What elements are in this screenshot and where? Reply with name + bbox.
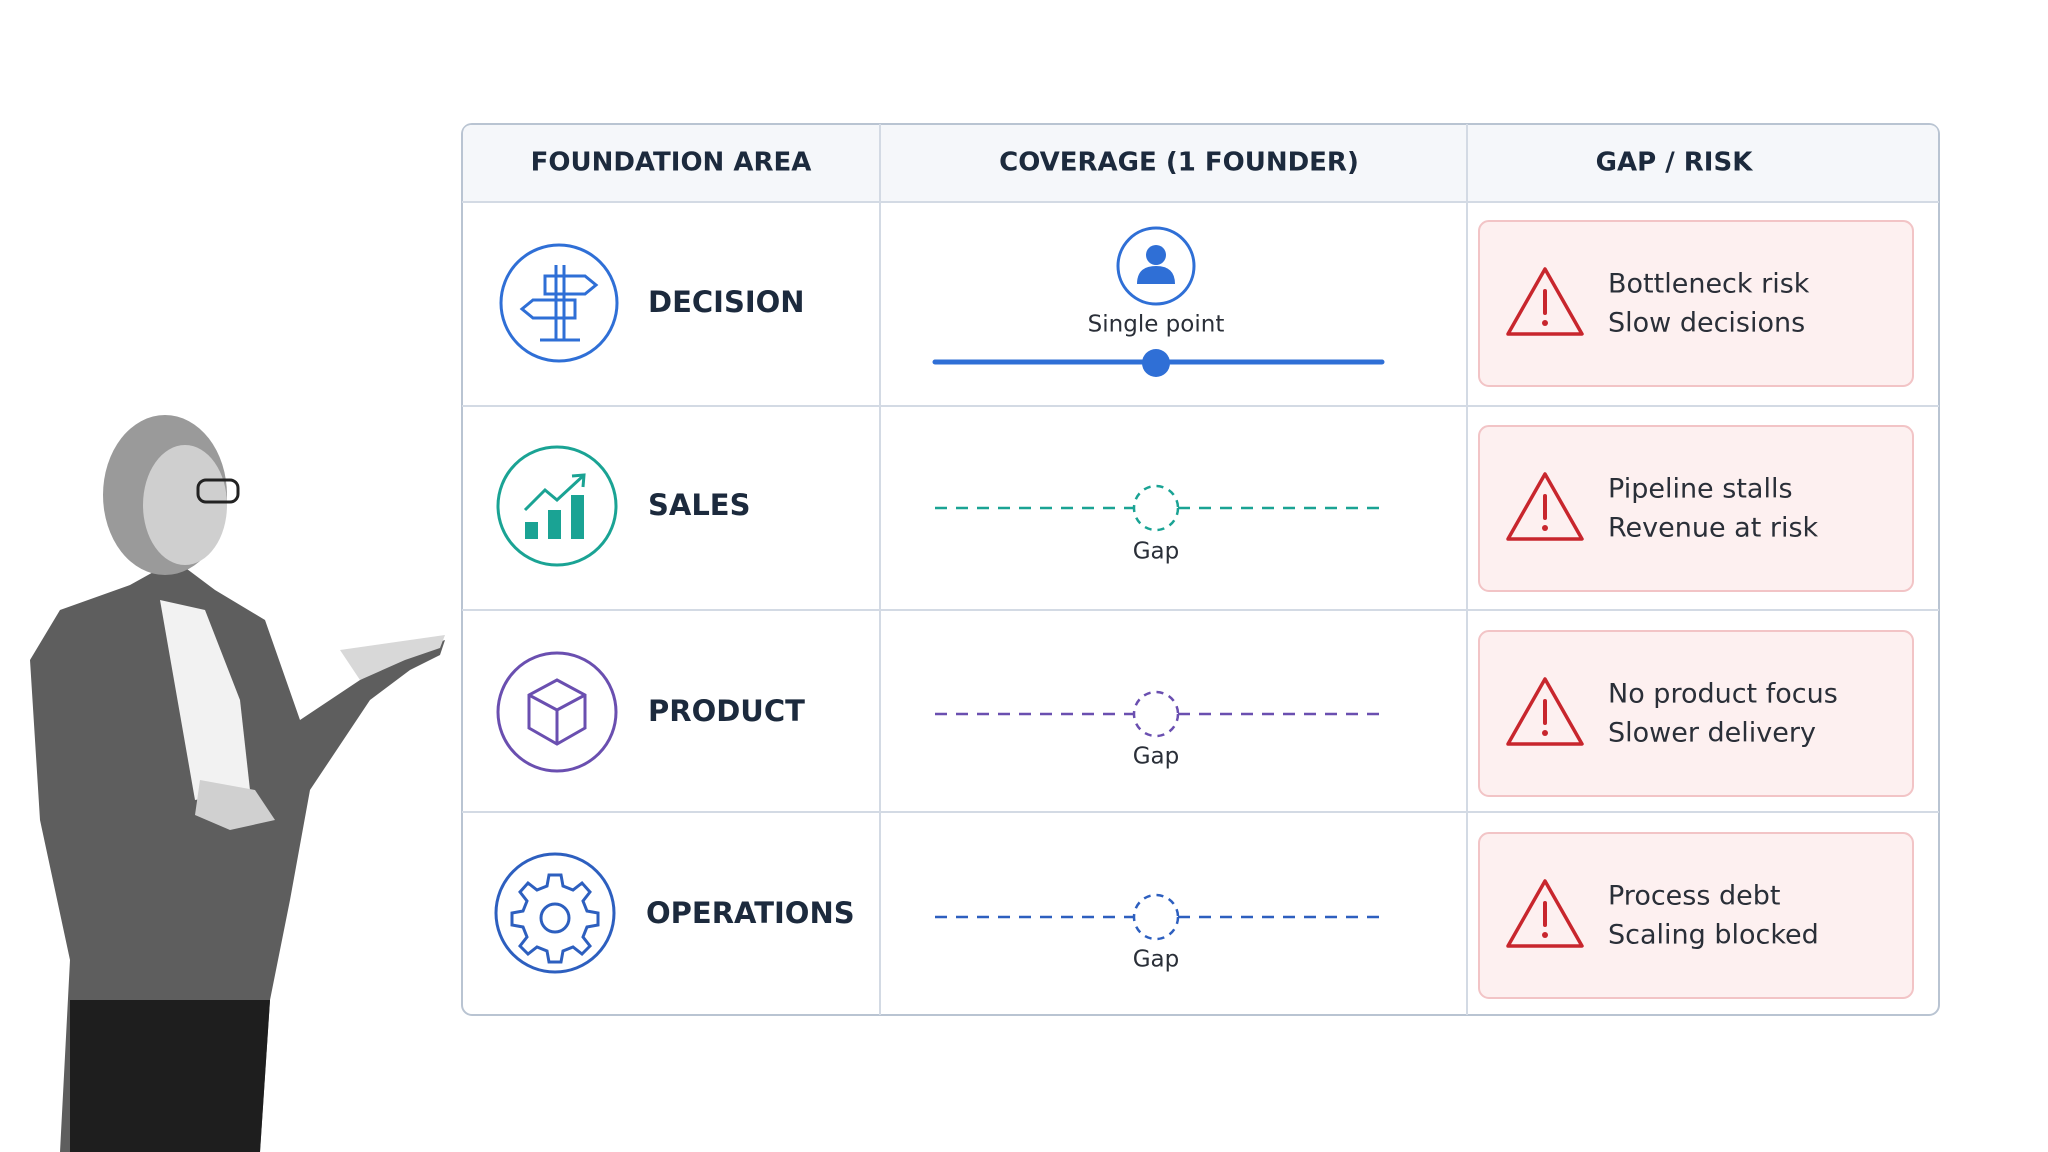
area-label: SALES (648, 488, 751, 522)
risk-card (1478, 832, 1914, 999)
column-header: FOUNDATION AREA (531, 148, 812, 178)
area-label: PRODUCT (648, 694, 805, 728)
sales-icon (496, 445, 618, 567)
warning-icon (1542, 320, 1548, 326)
column-header: COVERAGE (1 FOUNDER) (999, 148, 1359, 178)
coverage-label: Single point (1088, 312, 1225, 338)
column-header: GAP / RISK (1596, 148, 1754, 178)
coverage-label: Gap (1133, 947, 1180, 973)
single-point (932, 226, 1385, 377)
coverage-label: Gap (1133, 744, 1180, 770)
area-label: DECISION (648, 285, 805, 319)
risk-text: Slow decisions (1608, 308, 1805, 339)
risk-card (1478, 630, 1914, 797)
risk-text: Pipeline stalls (1608, 474, 1793, 505)
risk-text: Slower delivery (1608, 718, 1816, 749)
risk-card (1478, 220, 1914, 387)
area-label: OPERATIONS (646, 896, 855, 930)
product-icon (496, 651, 618, 773)
warning-icon (1506, 677, 1584, 746)
risk-text: Revenue at risk (1608, 513, 1819, 544)
risk-text: No product focus (1608, 679, 1838, 710)
risk-text: Scaling blocked (1608, 920, 1819, 951)
warning-icon (1542, 525, 1548, 531)
warning-icon (1506, 879, 1584, 948)
gap-line (935, 484, 1382, 941)
warning-icon (1542, 730, 1548, 736)
operations-icon (494, 852, 616, 974)
risk-text: Bottleneck risk (1608, 269, 1810, 300)
presenter (30, 415, 445, 1152)
warning-icon (1542, 932, 1548, 938)
warning-icon (1506, 267, 1584, 336)
warning-icon (1506, 472, 1584, 541)
coverage-label: Gap (1133, 539, 1180, 565)
decision-icon (499, 243, 619, 363)
risk-card (1478, 425, 1914, 592)
risk-text: Process debt (1608, 881, 1780, 912)
